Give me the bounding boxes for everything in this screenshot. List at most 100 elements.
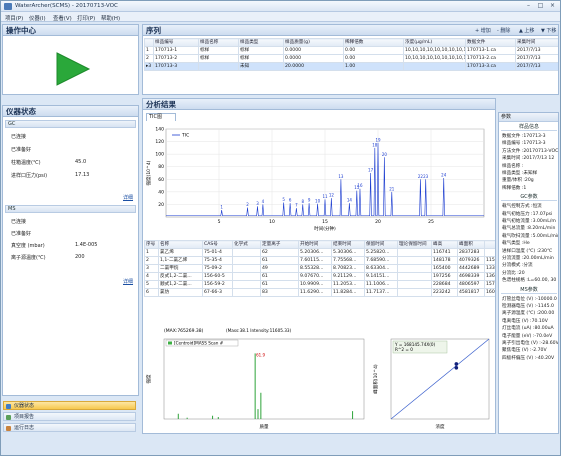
move-up-button[interactable]: ▲ 上移 — [519, 28, 535, 34]
sequence-row[interactable]: ▸3 170713-3 未知 20.0000 1.00 170713-3.ca 2017/7… — [144, 62, 558, 71]
tic-tab[interactable]: TIC图 — [146, 113, 176, 121]
sequence-cell[interactable]: 1.00 — [343, 62, 404, 71]
nav-label: 仪器状态 — [14, 403, 35, 409]
sequence-cell[interactable]: 170713-1.ca — [465, 46, 516, 55]
nav-project-report[interactable]: 项目报告 — [3, 412, 136, 421]
tic-peak-label: 8 — [301, 199, 304, 204]
close-button[interactable]: × — [549, 2, 556, 9]
params-section-header[interactable]: MS参数 — [501, 287, 557, 294]
peak-column-header[interactable]: 理论保留时间 — [397, 240, 432, 249]
peak-column-header[interactable]: 峰面积 — [457, 240, 485, 249]
sequence-cell[interactable]: 未知 — [238, 62, 284, 71]
params-section-header[interactable]: 样品信息 — [501, 124, 557, 131]
sequence-cell[interactable]: 170713-3 — [153, 62, 199, 71]
tic-x-label: 时间(分钟) — [314, 225, 336, 232]
sequence-column-header[interactable]: 数据文件 — [465, 38, 516, 47]
peak-row[interactable]: 4 反式1,2-二氯... 156-60-5 61 9.07670... 9.21129.… — [144, 272, 495, 281]
peak-column-header[interactable]: 峰高 — [431, 240, 458, 249]
run-icon[interactable] — [55, 51, 91, 87]
peak-column-header[interactable]: 开始时间 — [298, 240, 332, 249]
peak-column-header[interactable]: 名称 — [158, 240, 203, 249]
sequence-cell[interactable]: 2 — [144, 54, 154, 63]
minimize-button[interactable]: – — [527, 2, 530, 9]
nav-instrument-status[interactable]: 仪器状态 — [3, 401, 136, 410]
sequence-cell[interactable]: 170713-3.ca — [465, 62, 516, 71]
sequence-column-header[interactable]: 样品名称 — [198, 38, 239, 47]
sequence-cell[interactable]: 0.0000 — [283, 46, 344, 55]
peak-row[interactable]: 6 氯仿 67-66-3 83 11.6290... 11.8284... 11.7137.… — [144, 288, 495, 297]
sequence-cell[interactable]: 20.0000 — [283, 62, 344, 71]
params-section-header[interactable]: GC参数 — [501, 194, 557, 202]
tic-peak-label: 21 — [389, 186, 395, 191]
sequence-cell[interactable]: 1 — [144, 46, 154, 55]
instrument-icon — [6, 404, 11, 409]
tic-peak-label: 24 — [441, 173, 447, 178]
peak-column-header[interactable]: 保留时间 — [364, 240, 398, 249]
peak-cell: 5.30306... — [331, 248, 365, 257]
sequence-cell[interactable]: 0.0000 — [283, 54, 344, 63]
gc-detail-link[interactable]: 详细 — [123, 195, 134, 201]
sequence-cell[interactable]: 10,10,10,10,10,10,10,10,10,10,1... — [403, 46, 466, 55]
sequence-cell[interactable]: 标样 — [238, 54, 284, 63]
menu-view[interactable]: 查看(V) — [53, 15, 72, 22]
nav-run-log[interactable]: 运行日志 — [3, 423, 136, 432]
menu-project[interactable]: 项目(P) — [5, 15, 24, 22]
sequence-cell[interactable]: 2017/7/13 — [515, 54, 558, 63]
sequence-column-header[interactable]: 浓度(μg/mL) — [403, 38, 466, 47]
sequence-row[interactable]: 2 170713-2 标样 标样 0.0000 0.00 10,10,10,10,10,10… — [144, 54, 558, 63]
delete-row-button[interactable]: - 删除 — [497, 28, 511, 34]
sequence-column-header[interactable]: 样品编号 — [153, 38, 199, 47]
sequence-cell[interactable] — [198, 62, 239, 71]
peak-column-header[interactable]: 序号 — [144, 240, 159, 249]
sequence-cell[interactable]: 标样 — [198, 54, 239, 63]
sequence-cell[interactable]: 0.00 — [343, 54, 404, 63]
cal-equation-box — [392, 340, 448, 354]
sequence-cell[interactable] — [403, 62, 466, 71]
menu-print[interactable]: 打印(P) — [77, 15, 96, 22]
sequence-cell[interactable]: 2017/7/13 — [515, 62, 558, 71]
peak-row[interactable]: 5 顺式1,2-二氯... 156-59-2 61 10.9909... 11.2053.… — [144, 280, 495, 289]
menu-help[interactable]: 帮助(H) — [101, 15, 121, 22]
sequence-column-header[interactable] — [144, 38, 154, 47]
maximize-button[interactable]: □ — [537, 2, 544, 9]
peak-column-header[interactable]: 结束时间 — [331, 240, 365, 249]
ms-x-label: 质量 — [260, 423, 269, 430]
sequence-cell[interactable]: 10,10,10,10,10,10,10,10,10,10,1... — [403, 54, 466, 63]
sequence-column-header[interactable]: 样品类型 — [238, 38, 284, 47]
peak-row[interactable]: 2 1,1-二氯乙烯 75-35-4 61 7.60115... 7.75568... 7.… — [144, 256, 495, 265]
ms-section-header[interactable]: MS — [5, 205, 136, 213]
sequence-cell[interactable]: 170713-1 — [153, 46, 199, 55]
peak-row[interactable]: 3 二氯甲烷 75-09-2 49 8.55328... 8.70823... 8.6330… — [144, 264, 495, 273]
sequence-cell[interactable]: 标样 — [198, 46, 239, 55]
sequence-cell[interactable]: 170713-2 — [153, 54, 199, 63]
peak-column-header[interactable]: 定量离子 — [260, 240, 299, 249]
tic-peak-label: 9 — [308, 198, 311, 203]
sequence-cell[interactable]: 2017/7/13 — [515, 46, 558, 55]
sequence-column-header[interactable]: 样品质量(g) — [283, 38, 344, 47]
gc-section-header[interactable]: GC — [5, 120, 136, 128]
move-down-button[interactable]: ▼ 下移 — [541, 28, 557, 34]
ms-detail-link[interactable]: 详细 — [123, 279, 134, 285]
peak-row[interactable]: 1 氯乙烯 75-01-4 62 5.20306... 5.30306... 5.25820… — [144, 248, 495, 257]
mass-spectrum-chart: (MAX:765269.38) (Mass:38.1 Intensity:1160… — [144, 327, 368, 433]
peak-cell — [232, 264, 261, 273]
sequence-cell[interactable]: 标样 — [238, 46, 284, 55]
sequence-cell[interactable]: 0.00 — [343, 46, 404, 55]
sequence-row[interactable]: 1 170713-1 标样 标样 0.0000 0.00 10,10,10,10,10,10… — [144, 46, 558, 55]
peak-cell: 4698339 — [457, 272, 485, 281]
menu-instrument[interactable]: 仪器(I) — [29, 15, 46, 22]
ms-vacuum-value: 1.4E-005 — [75, 242, 98, 248]
sequence-column-header[interactable]: 采集时间 — [515, 38, 558, 47]
sequence-cell[interactable]: ▸3 — [144, 62, 154, 71]
peak-cell: 8.55328... — [298, 264, 332, 273]
sequence-column-header[interactable]: 稀释倍数 — [343, 38, 404, 47]
sequence-table: 样品编号 样品名称 样品类型 样品质量(g) 稀释倍数 浓度(μg/mL) 数据文件 采集时间… — [144, 38, 558, 71]
peak-column-header[interactable]: CAS号 — [202, 240, 233, 249]
peak-column-header[interactable]: 化学式 — [232, 240, 261, 249]
peak-cell: 11.6290... — [298, 288, 332, 297]
peak-cell: 61 — [260, 280, 299, 289]
add-row-button[interactable]: + 增加 — [475, 28, 491, 34]
sequence-cell[interactable]: 170713-2.ca — [465, 54, 516, 63]
